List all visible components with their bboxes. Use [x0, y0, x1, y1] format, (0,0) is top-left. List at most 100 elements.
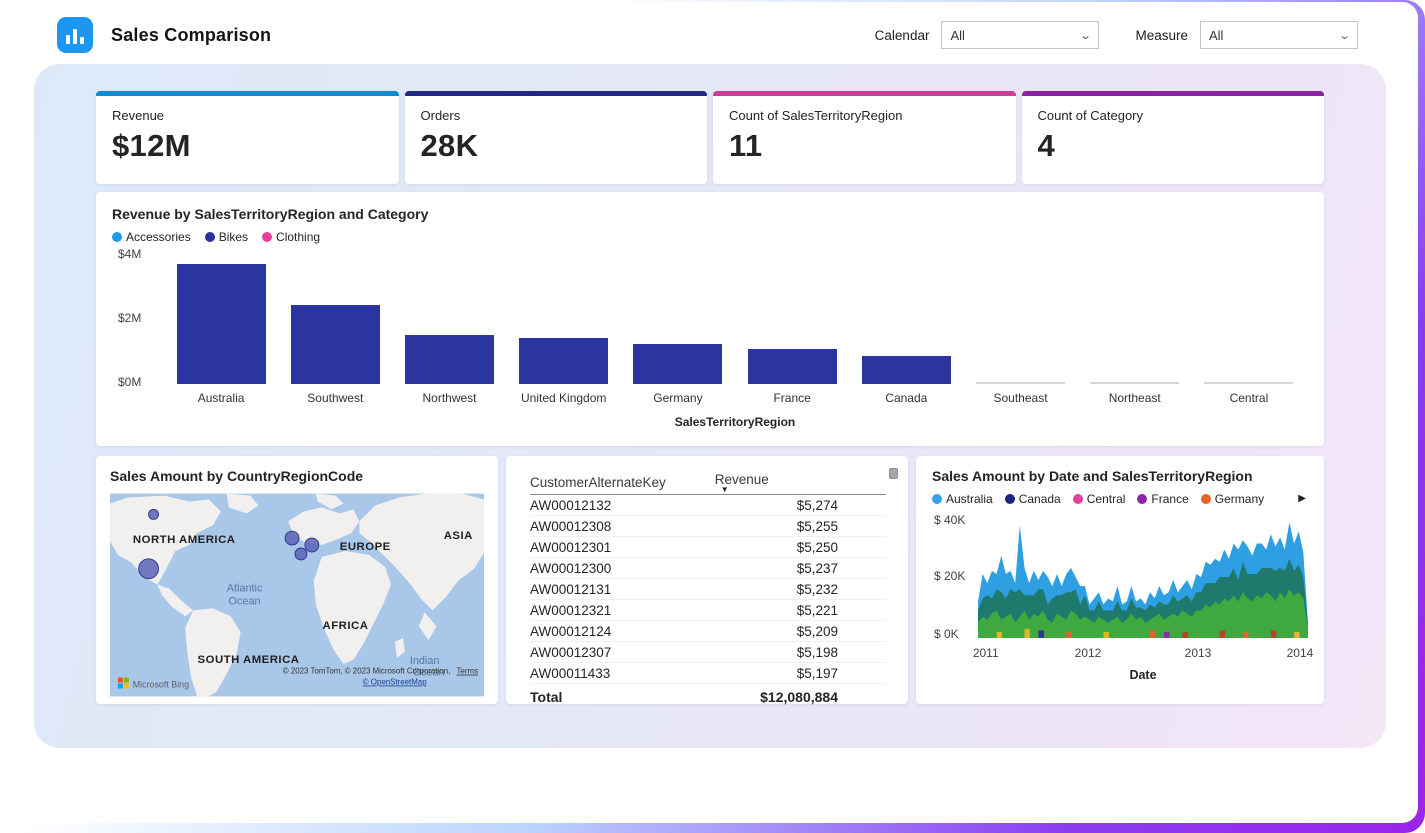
table-total-row: Total $12,080,884 — [530, 684, 886, 708]
bar-southwest[interactable] — [291, 305, 380, 384]
world-map[interactable]: NORTH AMERICAEUROPEASIAAtlanticOceanAFRI… — [110, 493, 486, 702]
accent-mark — [1103, 632, 1109, 638]
map-label: ASIA — [444, 530, 473, 542]
map-bubble[interactable] — [295, 548, 307, 560]
table-row[interactable]: AW00012300$5,237 — [530, 558, 886, 579]
revenue-cell: $5,250 — [715, 537, 886, 558]
bar-chart-category-labels: AustraliaSouthwestNorthwestUnited Kingdo… — [164, 391, 1306, 405]
date-chart-x-axis: 2011201220132014 — [978, 646, 1308, 662]
kpi-card-revenue[interactable]: Revenue $12M — [96, 91, 399, 184]
legend-label: Canada — [1019, 492, 1061, 506]
bar-column — [164, 252, 278, 384]
table-row[interactable]: AW00012307$5,198 — [530, 642, 886, 663]
bar-column — [621, 252, 735, 384]
bar-france[interactable] — [748, 349, 837, 384]
legend-dot-icon — [205, 232, 215, 242]
customer-key-cell: AW00012132 — [530, 495, 715, 516]
bar-column — [1078, 252, 1192, 384]
table-row[interactable]: AW00012308$5,255 — [530, 516, 886, 537]
column-header-revenue[interactable]: Revenue ▼ — [715, 466, 886, 495]
customer-key-cell: AW00012131 — [530, 579, 715, 600]
chevron-down-icon: ⌄ — [1079, 29, 1092, 42]
bar-category-label: United Kingdom — [507, 391, 621, 405]
column-header-customer-key[interactable]: CustomerAlternateKey — [530, 466, 715, 495]
table-row[interactable]: AW00012124$5,209 — [530, 621, 886, 642]
bar-category-label: Australia — [164, 391, 278, 405]
map-bubble[interactable] — [305, 538, 319, 552]
map-bubble[interactable] — [285, 531, 299, 545]
revenue-cell: $5,221 — [715, 600, 886, 621]
bar-canada[interactable] — [862, 356, 951, 384]
kpi-card-orders[interactable]: Orders 28K — [405, 91, 708, 184]
date-chart-plot[interactable] — [978, 516, 1308, 638]
bar-united-kingdom[interactable] — [519, 338, 608, 384]
legend-item[interactable]: France — [1137, 492, 1188, 506]
bar-australia[interactable] — [177, 264, 266, 384]
measure-dropdown-value: All — [1209, 28, 1223, 43]
customer-revenue-table-panel: CustomerAlternateKey Revenue ▼ AW0001213… — [506, 456, 908, 704]
legend-dot-icon — [112, 232, 122, 242]
map-label: Indian — [410, 655, 440, 667]
map-bubble[interactable] — [149, 509, 159, 519]
table-row[interactable]: AW00012131$5,232 — [530, 579, 886, 600]
bar-northwest[interactable] — [405, 335, 494, 385]
bar-column — [963, 252, 1077, 384]
revenue-cell: $5,198 — [715, 642, 886, 663]
bar-column — [849, 252, 963, 384]
bar-southeast[interactable] — [976, 382, 1065, 384]
bar-northeast[interactable] — [1090, 382, 1179, 384]
bar-germany[interactable] — [633, 344, 722, 384]
legend-label: Germany — [1215, 492, 1264, 506]
map-label: NORTH AMERICA — [133, 534, 236, 546]
legend-item[interactable]: Bikes — [205, 230, 248, 244]
customer-key-cell: AW00011433 — [530, 663, 715, 684]
kpi-card-territory-count[interactable]: Count of SalesTerritoryRegion 11 — [713, 91, 1016, 184]
legend-item[interactable]: Canada — [1005, 492, 1061, 506]
kpi-card-category-count[interactable]: Count of Category 4 — [1022, 91, 1325, 184]
measure-dropdown[interactable]: All ⌄ — [1200, 21, 1358, 49]
customer-revenue-table: CustomerAlternateKey Revenue ▼ AW0001213… — [530, 466, 886, 708]
table-row[interactable]: AW00012132$5,274 — [530, 495, 886, 516]
x-tick-label: 2013 — [1185, 646, 1212, 660]
legend-dot-icon — [262, 232, 272, 242]
map-openstreetmap-link[interactable]: © OpenStreetMap — [363, 678, 427, 687]
table-row[interactable]: AW00012321$5,221 — [530, 600, 886, 621]
legend-label: France — [1151, 492, 1188, 506]
legend-dot-icon — [932, 494, 942, 504]
visual-options-icon[interactable] — [889, 468, 898, 479]
legend-item[interactable]: Accessories — [112, 230, 191, 244]
map-label: Ocean — [229, 595, 261, 607]
legend-item[interactable]: Clothing — [262, 230, 320, 244]
legend-item[interactable]: Australia — [932, 492, 993, 506]
chart-title: Sales Amount by Date and SalesTerritoryR… — [932, 468, 1308, 484]
legend-scroll-right-icon[interactable]: ▶ — [1298, 493, 1306, 504]
map-label: AFRICA — [323, 620, 369, 632]
legend-label: Accessories — [126, 230, 191, 244]
map-terms-link[interactable]: Terms — [457, 667, 479, 676]
map-bubble[interactable] — [139, 559, 159, 579]
bar-category-label: Northeast — [1078, 391, 1192, 405]
date-chart-x-axis-title: Date — [978, 668, 1308, 682]
bar-category-label: France — [735, 391, 849, 405]
map-label: Atlantic — [227, 583, 263, 595]
svg-text:Microsoft Bing: Microsoft Bing — [133, 680, 189, 690]
accent-mark — [1271, 630, 1277, 638]
app-logo-bar-chart-icon — [57, 17, 93, 53]
revenue-cell: $5,197 — [715, 663, 886, 684]
bar-column — [278, 252, 392, 384]
customer-key-cell: AW00012124 — [530, 621, 715, 642]
x-tick-label: 2014 — [1287, 646, 1314, 660]
legend-item[interactable]: Central — [1073, 492, 1126, 506]
legend-label: Australia — [946, 492, 993, 506]
revenue-cell: $5,274 — [715, 495, 886, 516]
calendar-dropdown[interactable]: All ⌄ — [941, 21, 1099, 49]
bar-central[interactable] — [1204, 382, 1293, 384]
legend-dot-icon — [1005, 494, 1015, 504]
x-tick-label: 2012 — [1075, 646, 1102, 660]
accent-mark — [997, 632, 1003, 638]
legend-item[interactable]: Germany — [1201, 492, 1264, 506]
date-chart-legend: Australia Canada Central France Germany ▶ — [932, 492, 1308, 506]
revenue-cell: $5,255 — [715, 516, 886, 537]
table-row[interactable]: AW00011433$5,197 — [530, 663, 886, 684]
table-row[interactable]: AW00012301$5,250 — [530, 537, 886, 558]
